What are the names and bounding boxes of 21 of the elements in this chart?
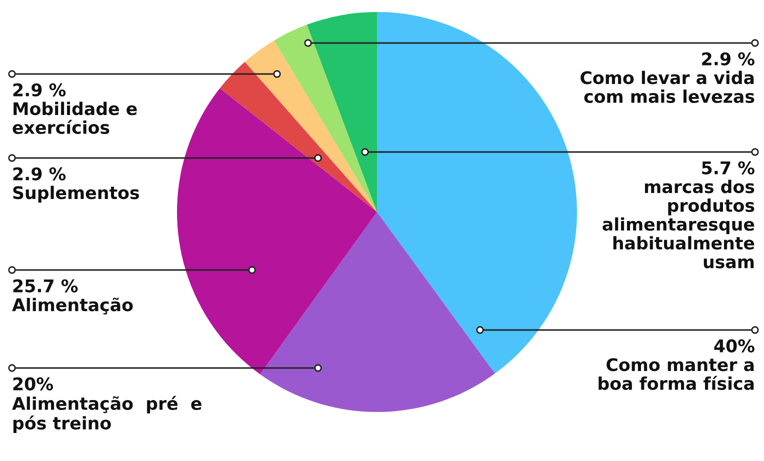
pie-slice [220, 62, 377, 212]
data-label: 40% [714, 339, 754, 352]
pie-slice [274, 24, 377, 212]
data-label: 2.9 % [13, 83, 66, 96]
slice-label: Mobilidade e exercícios [12, 102, 137, 134]
data-label: 25.7 % [13, 279, 78, 292]
slice-label: Suplementos [13, 186, 139, 203]
slice-label: Alimentação pré e pós treino [12, 396, 202, 433]
pie-slice [306, 12, 377, 212]
pie-slice [244, 40, 377, 212]
slice-label: Alimentação [12, 298, 133, 314]
pie-slice [177, 88, 377, 374]
slice-label: marcas dos produtos alimentaresque habitualmente usam [602, 180, 754, 268]
data-label: 2.9 % [13, 167, 66, 180]
data-label: 5.7 % [702, 161, 754, 174]
pie-slice [377, 12, 577, 374]
pie-slice [260, 212, 495, 412]
data-label: 20% [13, 377, 54, 390]
data-label: 2.9 % [702, 52, 754, 66]
slice-label: Como manter a boa forma física [598, 358, 754, 390]
slice-label: Como levar a vida com mais levezas [580, 70, 754, 103]
